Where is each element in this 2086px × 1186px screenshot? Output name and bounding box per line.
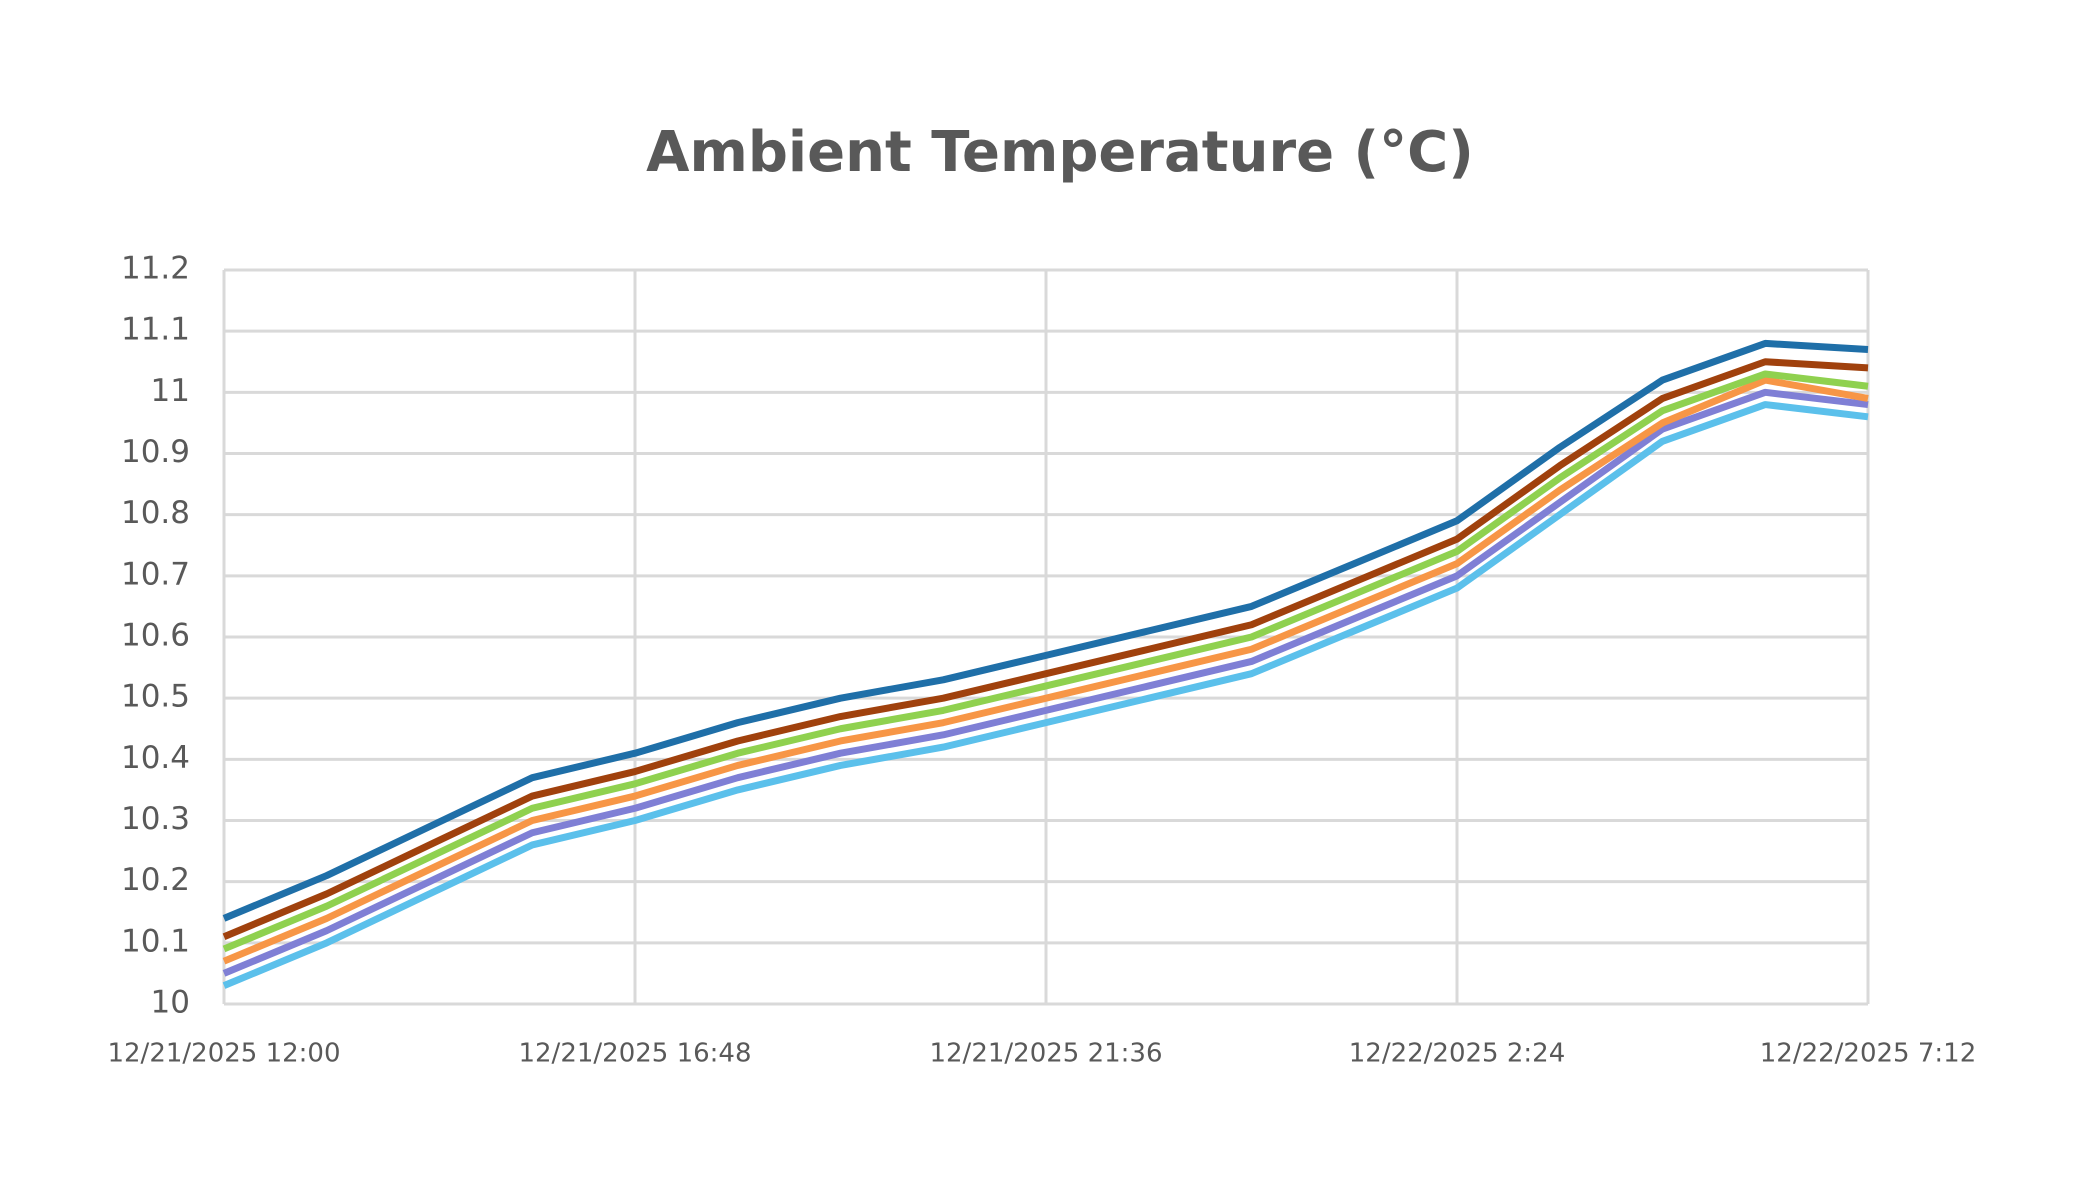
y-tick-label: 11.1: [121, 312, 190, 348]
y-tick-label: 10: [151, 985, 190, 1021]
y-tick-label: 10.1: [121, 923, 190, 959]
y-tick-label: 10.4: [121, 740, 190, 776]
x-tick-label: 12/22/2025 7:12: [1760, 1039, 1977, 1069]
y-tick-label: 10.5: [121, 679, 190, 715]
series-line: [222, 376, 1869, 965]
x-tick-label: 12/22/2025 2:24: [1349, 1039, 1566, 1069]
y-tick-label: 11.2: [121, 251, 190, 287]
y-tick-label: 11: [151, 373, 190, 409]
y-tick-label: 10.9: [121, 434, 190, 470]
chart-title: Ambient Temperature (°C): [646, 120, 1474, 185]
x-tick-label: 12/21/2025 12:00: [107, 1039, 340, 1069]
series-line: [222, 388, 1869, 977]
x-tick-label: 12/21/2025 21:36: [929, 1039, 1162, 1069]
y-tick-label: 10.8: [121, 495, 190, 531]
y-tick-label: 10.6: [121, 618, 190, 654]
x-tick-label: 12/21/2025 16:48: [518, 1039, 751, 1069]
y-tick-label: 10.7: [121, 556, 190, 592]
y-tick-label: 10.2: [121, 862, 190, 898]
series-line: [222, 401, 1869, 989]
y-tick-label: 10.3: [121, 801, 190, 837]
series-line: [222, 358, 1869, 940]
series-line: [222, 339, 1869, 922]
series-line: [222, 370, 1869, 953]
